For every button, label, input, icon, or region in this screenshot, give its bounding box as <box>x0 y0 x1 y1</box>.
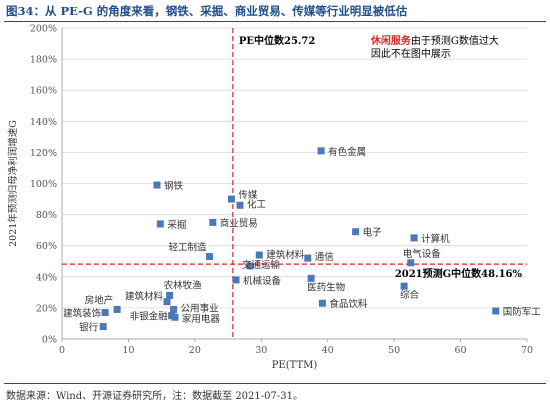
point-label: 机械设备 <box>243 275 282 287</box>
point-label: 钢铁 <box>164 180 184 192</box>
data-point <box>113 305 121 313</box>
pe-median-label: PE中位数25.72 <box>239 34 315 47</box>
pe-g-scatter-chart: 0% 20% 40% 60% 80% 100% 120% 140% 160% 180% 200% 0 1… <box>7 24 542 372</box>
point-label: 传媒 <box>238 189 258 201</box>
data-point <box>232 276 240 284</box>
y-tick-label: 40% <box>36 272 57 283</box>
y-tick-label: 140% <box>30 117 57 128</box>
note-text-1: 由于预测G数值过大 <box>411 34 499 47</box>
data-point <box>410 234 418 242</box>
data-point <box>352 228 360 236</box>
point-label: 家用电器 <box>182 313 221 325</box>
y-tick-label: 20% <box>36 303 57 314</box>
g-median-label: 2021预测G中位数48.16% <box>395 267 523 280</box>
point-label: 电气设备 <box>403 248 442 260</box>
title-divider <box>4 21 546 22</box>
data-point <box>307 274 315 282</box>
x-tick-label: 10 <box>122 345 134 356</box>
point-label: 医药生物 <box>307 281 346 293</box>
data-point <box>255 251 263 259</box>
point-label: 商业贸易 <box>220 217 258 229</box>
point-label: 综合 <box>400 289 420 301</box>
data-point <box>317 147 325 155</box>
data-point <box>156 220 164 228</box>
data-point <box>166 291 174 299</box>
footer-divider <box>4 383 546 384</box>
data-point <box>99 323 107 331</box>
data-point <box>318 299 326 307</box>
data-point <box>153 181 161 189</box>
point-label: 非银金融 <box>130 311 169 323</box>
point-label: 轻工制造 <box>168 242 207 254</box>
point-label: 房地产 <box>85 294 114 306</box>
note-line-1: 休闲服务由于预测G数值过大 <box>370 34 499 47</box>
point-label: 国防军工 <box>503 306 542 318</box>
data-point <box>236 201 244 209</box>
point-label: 建筑材料 <box>266 249 305 261</box>
x-tick-label: 20 <box>189 345 201 356</box>
data-point <box>492 307 500 315</box>
note-highlight: 休闲服务 <box>370 34 412 47</box>
x-tick-label: 40 <box>322 345 334 356</box>
data-point <box>227 195 235 203</box>
figure-title: 图34：从 PE-G 的角度来看，钢铁、采掘、商业贸易、传媒等行业明显被低估 <box>6 4 408 18</box>
data-point <box>205 253 213 261</box>
data-point <box>407 259 415 267</box>
point-label: 建筑装饰 <box>63 308 101 320</box>
point-label: 农林牧渔 <box>164 279 203 291</box>
data-point <box>171 313 179 321</box>
y-axis-label: 2021年预测归母净利润增速G <box>7 120 19 247</box>
y-tick-label: 180% <box>30 55 57 66</box>
data-point <box>400 282 408 290</box>
point-label: 通信 <box>315 251 334 263</box>
data-point <box>170 305 178 313</box>
data-point <box>163 298 171 306</box>
y-tick-label: 80% <box>36 210 57 221</box>
y-tick-label: 120% <box>30 148 57 159</box>
point-label: 采掘 <box>167 219 186 231</box>
y-tick-label: 0% <box>42 335 57 346</box>
point-label: 电子 <box>363 227 383 239</box>
point-label: 化工 <box>247 198 267 210</box>
x-tick-label: 0 <box>59 345 65 356</box>
x-tick-label: 60 <box>455 345 467 356</box>
x-tick-label: 70 <box>521 345 533 356</box>
note-text-2: 因此不在图中展示 <box>371 47 451 60</box>
point-label: 公用事业 <box>181 302 219 314</box>
y-tick-label: 100% <box>30 179 57 190</box>
y-tick-label: 160% <box>30 86 57 97</box>
point-label: 建筑材料 <box>125 291 164 303</box>
point-label: 交通运输 <box>242 259 281 271</box>
point-label: 有色金属 <box>328 146 366 158</box>
point-label: 银行 <box>79 322 99 334</box>
data-point <box>101 309 109 317</box>
data-point <box>304 254 312 262</box>
y-tick-label: 60% <box>36 241 57 252</box>
point-label: 计算机 <box>421 233 450 245</box>
point-label: 食品饮料 <box>329 298 368 310</box>
source-note: 数据来源：Wind、开源证券研究所，注：数据截至 2021-07-31。 <box>6 391 303 402</box>
x-tick-label: 50 <box>388 345 400 356</box>
x-axis-label: PE(TTM) <box>272 360 318 371</box>
x-tick-label: 30 <box>255 345 267 356</box>
data-point <box>209 218 217 226</box>
y-tick-label: 200% <box>30 24 57 35</box>
data-point <box>246 262 254 270</box>
